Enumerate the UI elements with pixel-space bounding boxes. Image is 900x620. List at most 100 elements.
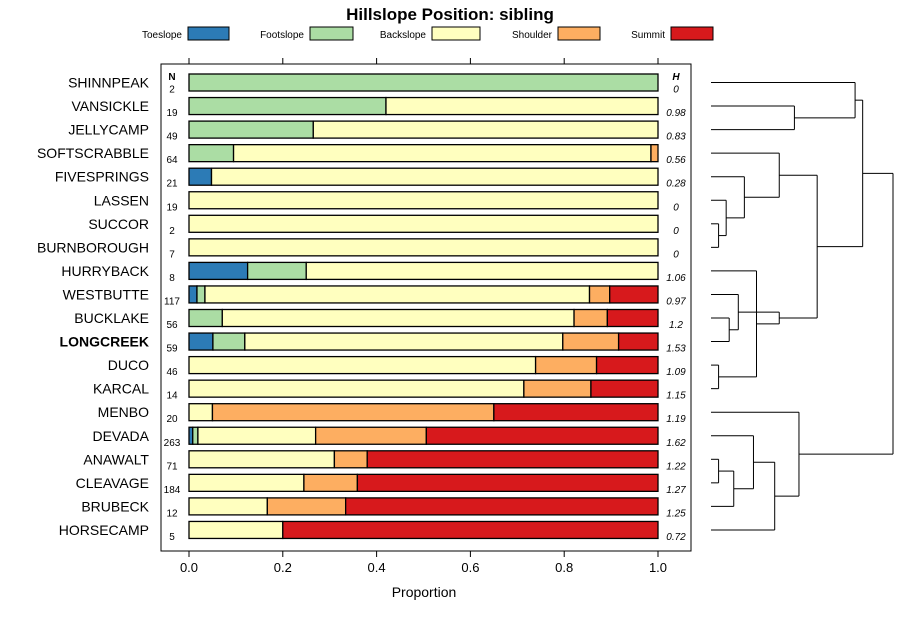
- count-header: N: [168, 72, 175, 83]
- row-label: SOFTSCRABBLE: [37, 145, 149, 161]
- row-entropy: 1.27: [666, 485, 686, 496]
- bar-segment-summit: [425, 426, 659, 445]
- row-label: FIVESPRINGS: [55, 169, 149, 185]
- row-entropy: 1.25: [666, 508, 686, 519]
- row-label: SHINNPEAK: [68, 75, 150, 91]
- bar-segment-backslope: [210, 167, 659, 186]
- row-count: 14: [166, 391, 178, 402]
- row-entropy: 0.97: [666, 296, 686, 307]
- row-label: SUCCOR: [88, 216, 149, 232]
- row-entropy: 1.22: [666, 461, 686, 472]
- bar-segment-backslope: [188, 403, 214, 422]
- bar-segment-footslope: [246, 261, 307, 281]
- row-label: WESTBUTTE: [63, 286, 149, 302]
- bar-segment-backslope: [232, 143, 652, 163]
- bar-segment-backslope: [312, 120, 659, 139]
- row-count: 20: [166, 414, 178, 425]
- row-label: BUCKLAKE: [74, 310, 149, 326]
- bar-segment-backslope: [188, 238, 659, 257]
- bar-segment-shoulder: [562, 332, 620, 351]
- bar-segment-shoulder: [266, 497, 347, 516]
- row-label: KARCAL: [93, 381, 149, 397]
- x-tick-label: 1.0: [649, 560, 667, 575]
- bar-segment-shoulder: [303, 473, 359, 493]
- bar-segment-backslope: [244, 332, 564, 351]
- bar-segment-summit: [344, 497, 659, 516]
- bar-segment-shoulder: [588, 285, 611, 304]
- plot-frame: [160, 63, 692, 552]
- x-tick-label: 0.6: [461, 560, 479, 575]
- row-count: 46: [166, 367, 178, 378]
- x-tick-label: 0.4: [368, 560, 386, 575]
- top-ticks: [188, 58, 659, 64]
- row-entropy: 0: [673, 85, 679, 96]
- bar-segment-summit: [366, 450, 659, 469]
- bar-segment-footslope: [188, 308, 223, 328]
- bar-segment-backslope: [188, 379, 525, 398]
- row-label: DEVADA: [92, 428, 149, 444]
- bar-segment-toeslope: [188, 167, 213, 186]
- legend-label-summit: Summit: [631, 30, 665, 41]
- legend-label-toeslope: Toeslope: [142, 30, 182, 41]
- bar-segment-footslope: [188, 96, 387, 116]
- bar-segment-toeslope: [188, 261, 249, 281]
- bar-segment-shoulder: [333, 450, 368, 469]
- bar-segment-footslope: [196, 285, 206, 304]
- row-entropy: 1.53: [666, 344, 686, 355]
- row-entropy: 0.98: [666, 108, 686, 119]
- x-tick-label: 0.0: [180, 560, 198, 575]
- bar-segment-footslope: [188, 73, 659, 92]
- row-count: 5: [169, 532, 175, 543]
- bar-segment-backslope: [188, 520, 284, 540]
- bar-segment-shoulder: [523, 379, 592, 398]
- bar-segment-backslope: [188, 450, 336, 469]
- row-count: 263: [164, 438, 181, 449]
- row-entropy: 0.28: [666, 179, 686, 190]
- chart-title: Hillslope Position: sibling: [346, 5, 554, 24]
- bar-segment-footslope: [188, 143, 235, 163]
- legend-label-footslope: Footslope: [260, 30, 304, 41]
- row-label: DUCO: [108, 357, 149, 373]
- bar-segment-footslope: [212, 332, 246, 351]
- row-label: MENBO: [98, 404, 149, 420]
- row-entropy: 1.19: [666, 414, 686, 425]
- bar-segment-backslope: [204, 285, 591, 304]
- x-tick-label: 0.2: [274, 560, 292, 575]
- row-count: 2: [169, 226, 175, 237]
- bar-segment-summit: [356, 473, 659, 493]
- row-count: 56: [166, 320, 178, 331]
- bar-segment-backslope: [188, 214, 659, 233]
- row-entropy: 0: [673, 249, 679, 260]
- row-label: ANAWALT: [83, 451, 149, 467]
- legend-label-shoulder: Shoulder: [512, 30, 553, 41]
- row-entropy: 0.83: [666, 132, 686, 143]
- bar-segment-shoulder: [314, 426, 427, 445]
- bar-segment-backslope: [197, 426, 317, 445]
- legend-swatch-backslope: [431, 26, 481, 41]
- x-axis: 0.0 0.2 0.4 0.6 0.8 1.0: [180, 551, 667, 575]
- row-label: HURRYBACK: [61, 263, 149, 279]
- row-entropy: 1.06: [666, 273, 686, 284]
- row-entropy: 1.15: [666, 391, 686, 402]
- bar-segment-shoulder: [211, 403, 495, 422]
- row-count: 49: [166, 132, 178, 143]
- row-entropy: 1.62: [666, 438, 686, 449]
- bar-segment-backslope: [188, 473, 305, 493]
- dendrogram: [711, 82, 894, 531]
- legend-swatch-shoulder: [557, 26, 601, 41]
- row-count: 64: [166, 155, 178, 166]
- row-entropy: 1.09: [666, 367, 686, 378]
- legend-swatch-footslope: [309, 26, 354, 41]
- row-count: 8: [169, 273, 175, 284]
- row-label: BURNBOROUGH: [37, 239, 149, 255]
- bar-segment-shoulder: [573, 308, 608, 328]
- bar-segment-shoulder: [534, 355, 598, 375]
- row-label: LASSEN: [94, 192, 149, 208]
- bar-segment-backslope: [188, 497, 268, 516]
- legend-swatch-toeslope: [187, 26, 230, 41]
- legend-swatch-summit: [670, 26, 714, 41]
- x-axis-label: Proportion: [392, 584, 457, 600]
- bar-segment-toeslope: [188, 332, 214, 351]
